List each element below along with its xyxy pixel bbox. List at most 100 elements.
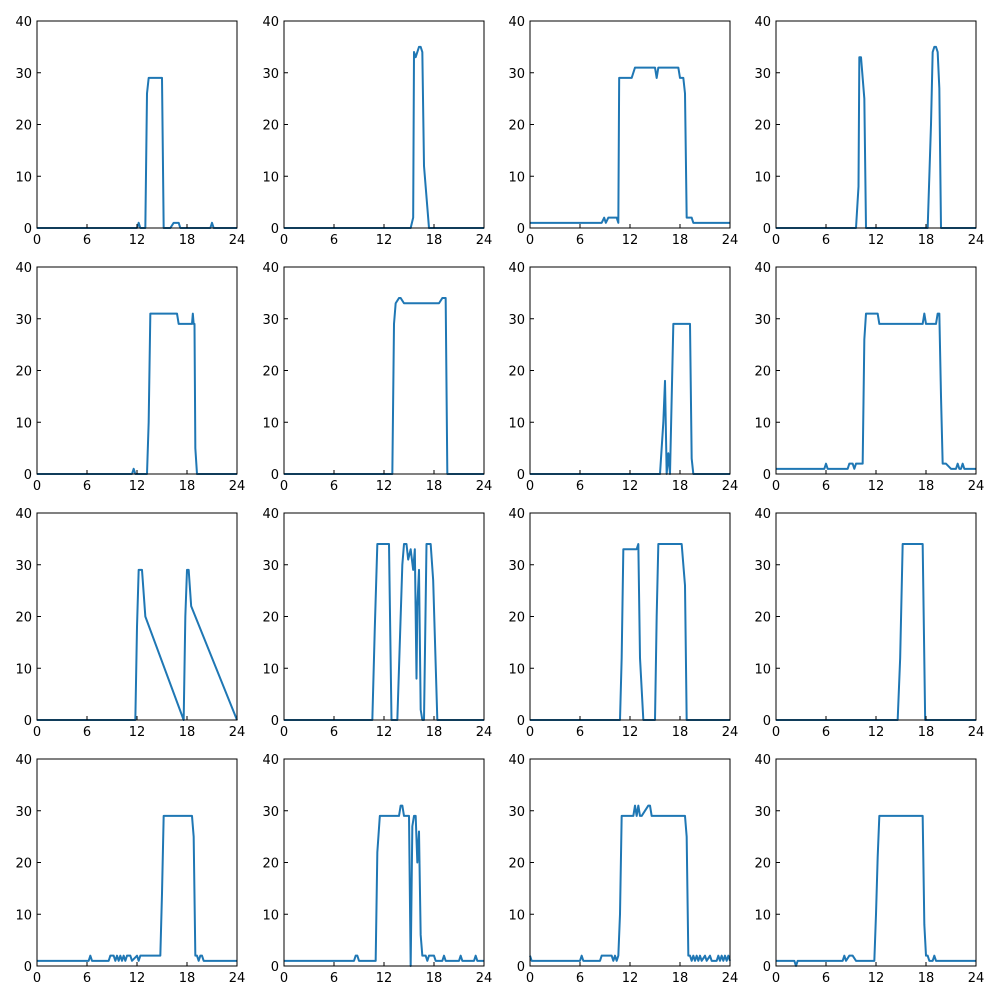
y-tick-label: 0 [763, 468, 771, 483]
y-tick-label: 10 [508, 170, 525, 185]
x-tick-label: 18 [179, 479, 196, 494]
subplot-4: 0 6 12 18 24 0 10 20 30 40 [754, 15, 984, 248]
series-line [37, 312, 237, 475]
plot-frame [775, 512, 977, 721]
subplot-16: 0 6 12 18 24 0 10 20 30 40 [754, 753, 984, 986]
y-tick-label: 0 [517, 960, 525, 975]
series-line [284, 297, 484, 475]
y-tick-label: 10 [508, 662, 525, 677]
y-tick-label: 30 [262, 67, 279, 82]
y-tick-label: 40 [754, 261, 771, 276]
x-tick-label: 24 [968, 725, 985, 740]
y-tick-label: 0 [24, 468, 32, 483]
x-tick-label: 24 [476, 479, 493, 494]
subplot-3: 0 6 12 18 24 0 10 20 30 40 [508, 15, 738, 248]
subplot-10: 0 6 12 18 24 0 10 20 30 40 [262, 507, 492, 740]
series-line [776, 45, 976, 229]
x-tick-label: 18 [672, 971, 689, 986]
series-line [530, 66, 730, 224]
x-tick-label: 12 [868, 233, 885, 248]
y-tick-label: 0 [517, 222, 525, 237]
y-tick-label: 40 [508, 261, 525, 276]
y-tick-label: 30 [15, 313, 32, 328]
y-tick-label: 30 [15, 67, 32, 82]
series-line [776, 312, 976, 470]
y-tick-label: 20 [262, 365, 279, 380]
x-tick-label: 0 [33, 479, 41, 494]
y-tick-label: 0 [517, 714, 525, 729]
x-tick-label: 0 [33, 971, 41, 986]
subplot-1: 0 6 12 18 24 0 10 20 30 40 [15, 15, 245, 248]
plot-frame [529, 758, 731, 967]
x-tick-label: 6 [576, 725, 584, 740]
y-tick-label: 0 [24, 714, 32, 729]
plot-frame [775, 20, 977, 229]
x-tick-label: 6 [822, 725, 830, 740]
y-tick-label: 40 [262, 753, 279, 768]
x-tick-label: 18 [918, 479, 935, 494]
y-tick-label: 20 [508, 857, 525, 872]
x-tick-label: 0 [772, 233, 780, 248]
y-tick-label: 40 [15, 753, 32, 768]
x-tick-label: 0 [526, 725, 534, 740]
y-tick-label: 20 [754, 611, 771, 626]
y-tick-label: 30 [15, 559, 32, 574]
series-line [530, 322, 730, 475]
y-tick-label: 30 [508, 313, 525, 328]
x-tick-label: 6 [83, 971, 91, 986]
y-tick-label: 40 [754, 15, 771, 30]
y-tick-label: 10 [15, 908, 32, 923]
x-tick-label: 24 [722, 479, 739, 494]
y-tick-label: 10 [262, 662, 279, 677]
x-tick-label: 0 [280, 725, 288, 740]
series-line [284, 543, 484, 721]
y-tick-label: 30 [754, 805, 771, 820]
plot-frame [36, 20, 238, 229]
x-tick-label: 24 [476, 971, 493, 986]
plot-frame [283, 266, 485, 475]
x-tick-label: 12 [622, 479, 639, 494]
x-tick-label: 0 [33, 725, 41, 740]
y-tick-label: 10 [262, 416, 279, 431]
x-tick-label: 12 [129, 479, 146, 494]
x-tick-label: 6 [822, 233, 830, 248]
x-tick-label: 24 [229, 479, 246, 494]
x-tick-label: 18 [179, 971, 196, 986]
series-line [776, 543, 976, 721]
y-tick-label: 10 [508, 908, 525, 923]
x-tick-label: 18 [426, 233, 443, 248]
plot-frame [529, 20, 731, 229]
x-tick-label: 12 [622, 725, 639, 740]
y-tick-label: 0 [517, 468, 525, 483]
y-tick-label: 0 [24, 222, 32, 237]
series-line [37, 814, 237, 962]
y-tick-label: 30 [262, 805, 279, 820]
y-tick-label: 10 [262, 908, 279, 923]
x-tick-label: 6 [83, 725, 91, 740]
plot-frame [529, 512, 731, 721]
x-tick-label: 0 [280, 971, 288, 986]
y-tick-label: 20 [754, 857, 771, 872]
y-tick-label: 10 [15, 416, 32, 431]
y-tick-label: 20 [508, 119, 525, 134]
x-tick-label: 12 [376, 233, 393, 248]
y-tick-label: 20 [15, 119, 32, 134]
plot-frame [283, 20, 485, 229]
x-tick-label: 18 [426, 479, 443, 494]
y-tick-label: 30 [262, 313, 279, 328]
x-tick-label: 18 [179, 233, 196, 248]
x-tick-label: 6 [83, 479, 91, 494]
y-tick-label: 40 [15, 261, 32, 276]
y-tick-label: 20 [754, 365, 771, 380]
y-tick-label: 0 [271, 960, 279, 975]
plot-frame [775, 266, 977, 475]
x-tick-label: 0 [772, 971, 780, 986]
x-tick-label: 18 [426, 971, 443, 986]
x-tick-label: 12 [622, 233, 639, 248]
y-tick-label: 0 [763, 222, 771, 237]
x-tick-label: 24 [722, 971, 739, 986]
x-tick-label: 0 [772, 479, 780, 494]
x-tick-label: 12 [622, 971, 639, 986]
y-tick-label: 30 [754, 313, 771, 328]
x-tick-label: 12 [868, 725, 885, 740]
